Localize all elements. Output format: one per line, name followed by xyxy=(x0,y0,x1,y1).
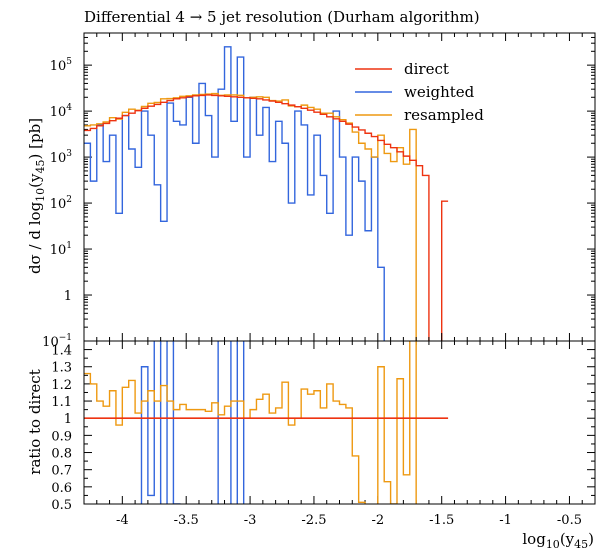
ratio-y-tick-label: 1.1 xyxy=(51,395,72,410)
x-tick-label: -3.5 xyxy=(174,513,199,528)
x-tick-label: -3 xyxy=(244,513,257,528)
x-axis-label: log10(y45) xyxy=(522,530,594,551)
main-panel: 10−1 1 101 102 103 104 105 xyxy=(42,32,596,350)
ratio-y-tick-label: 0.9 xyxy=(51,429,72,444)
x-tick-label: -2 xyxy=(371,513,384,528)
ratio-ticks: -4 -3.5 -3 -2.5 -2 -1.5 -1 -0.5 0.5 0.6 0.7 0.8 0.9 1… xyxy=(51,33,596,528)
ratio-y-tick-label: 1.2 xyxy=(51,378,72,393)
main-series xyxy=(84,46,449,341)
y-tick-label: 1 xyxy=(64,289,72,304)
x-tick-label: -4 xyxy=(116,513,129,528)
ratio-frame xyxy=(83,340,596,505)
ratio-series-weighted xyxy=(140,341,245,504)
ratio-y-tick-label: 1 xyxy=(64,412,72,427)
main-ticks: 10−1 1 101 102 103 104 105 xyxy=(42,32,595,350)
legend-label-resampled: resampled xyxy=(404,106,484,124)
legend-label-weighted: weighted xyxy=(404,83,475,101)
ratio-y-tick-label: 0.8 xyxy=(51,447,72,462)
ratio-y-tick-label: 0.6 xyxy=(51,481,72,496)
series-resampled xyxy=(84,92,417,341)
x-tick-label: -2.5 xyxy=(301,513,326,528)
ratio-y-tick-label: 0.5 xyxy=(51,498,72,513)
x-tick-label: -1 xyxy=(499,513,512,528)
x-tick-label: -1.5 xyxy=(429,513,454,528)
chart-title: Differential 4 → 5 jet resolution (Durha… xyxy=(84,8,480,26)
y-tick-label: 101 xyxy=(50,241,72,258)
y-axis-label: dσ / d log10(y45) [pb] xyxy=(26,118,47,274)
ratio-y-tick-label: 0.7 xyxy=(51,464,72,479)
y-tick-label: 10−1 xyxy=(42,333,72,350)
series-direct xyxy=(84,94,449,341)
y-tick-label: 104 xyxy=(50,103,73,120)
x-tick-label: -0.5 xyxy=(557,513,582,528)
y-tick-label: 105 xyxy=(50,57,73,74)
ratio-y-tick-label: 1.4 xyxy=(51,344,72,359)
y-tick-label: 102 xyxy=(50,195,72,212)
legend: direct weighted resampled xyxy=(355,60,484,124)
ratio-panel: -4 -3.5 -3 -2.5 -2 -1.5 -1 -0.5 0.5 0.6 0.7 0.8 0.9 1… xyxy=(51,33,596,528)
ratio-series xyxy=(84,341,449,504)
y-tick-label: 103 xyxy=(50,149,73,166)
ratio-y-tick-label: 1.3 xyxy=(51,361,72,376)
ratio-series-resampled xyxy=(84,341,417,504)
ratio-y-axis-label: ratio to direct xyxy=(26,369,44,474)
legend-label-direct: direct xyxy=(404,60,449,78)
